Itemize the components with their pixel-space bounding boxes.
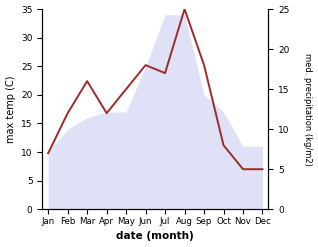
X-axis label: date (month): date (month): [116, 231, 194, 242]
Y-axis label: max temp (C): max temp (C): [5, 75, 16, 143]
Y-axis label: med. precipitation (kg/m2): med. precipitation (kg/m2): [303, 53, 313, 165]
